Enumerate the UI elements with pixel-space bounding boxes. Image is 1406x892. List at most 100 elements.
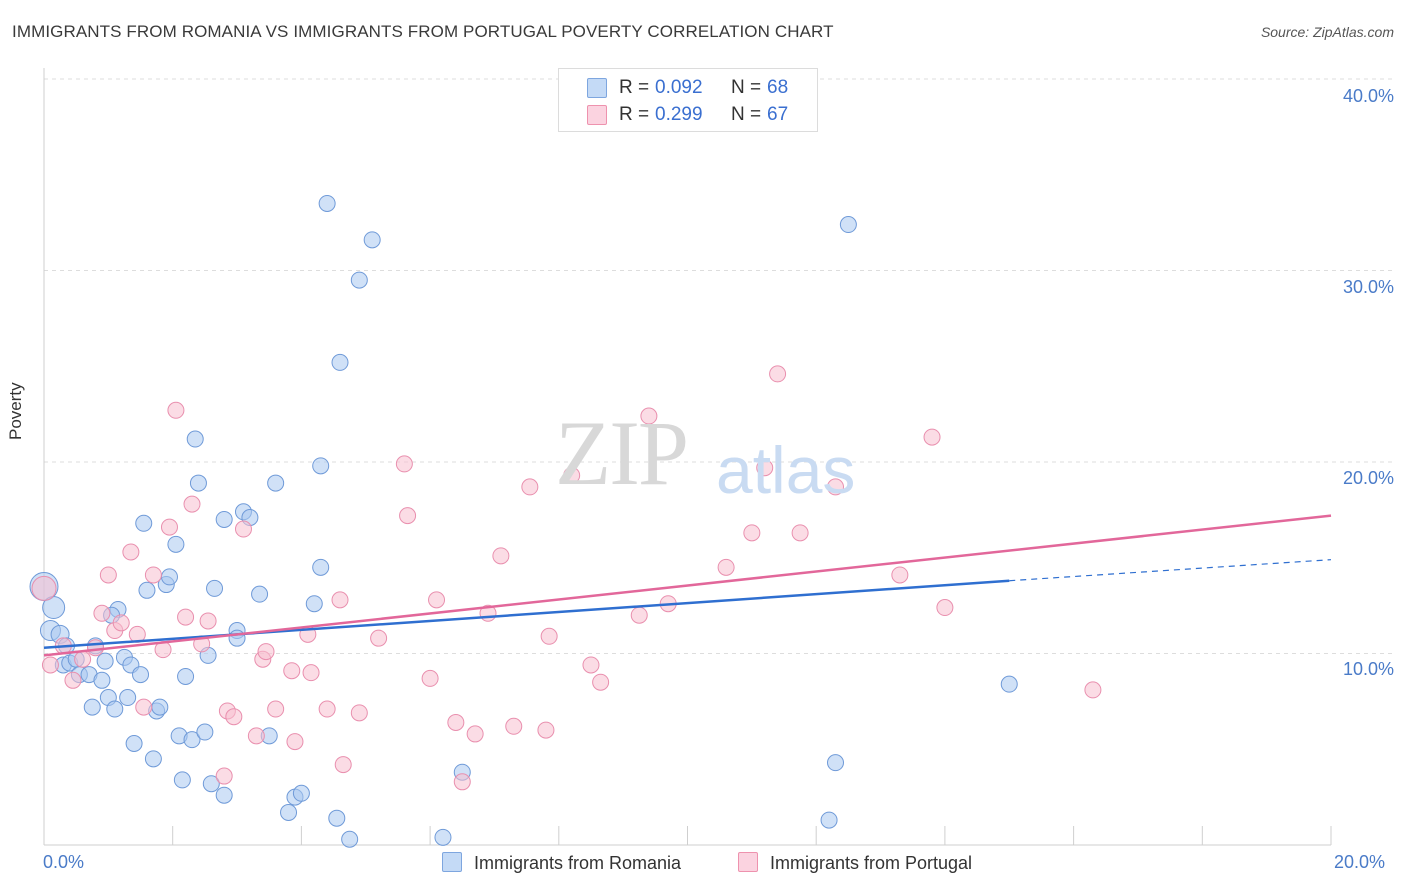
romania-point (135, 514, 153, 532)
portugal-point (466, 725, 484, 743)
portugal-point (267, 700, 285, 718)
legend-n-key: N = (731, 77, 762, 98)
romania-point (189, 474, 207, 492)
romania-point (196, 723, 214, 741)
romania-point (132, 666, 150, 684)
portugal-point (177, 608, 195, 626)
portugal-point (891, 566, 909, 584)
portugal-point (122, 543, 140, 561)
romania-trend-extension (1009, 559, 1332, 582)
portugal-point (540, 627, 558, 645)
romania-point (215, 510, 233, 528)
legend-r-key: R = (619, 104, 650, 125)
axes (43, 68, 1332, 846)
portugal-point (86, 639, 104, 657)
legend-r-value: 0.092 (655, 77, 703, 98)
portugal-point (135, 698, 153, 716)
portugal-point (199, 612, 217, 630)
portugal-point (630, 606, 648, 624)
portugal-point (791, 524, 809, 542)
portugal-point (421, 669, 439, 687)
romania-point (820, 811, 838, 829)
romania-point (318, 194, 336, 212)
portugal-point (74, 650, 92, 668)
portugal-point (225, 708, 243, 726)
portugal-point (247, 727, 265, 745)
portugal-point (1084, 681, 1102, 699)
portugal-point (183, 495, 201, 513)
bottom-legend-swatch-portugal (738, 852, 758, 872)
portugal-point (923, 428, 941, 446)
series-romania-points (29, 194, 1018, 848)
portugal-point (428, 591, 446, 609)
portugal-point (286, 733, 304, 751)
portugal-point (331, 591, 349, 609)
portugal-point (395, 455, 413, 473)
romania-point (42, 596, 66, 620)
romania-point (228, 629, 246, 647)
portugal-point (283, 662, 301, 680)
romania-point (312, 558, 330, 576)
bottom-legend-swatch-romania (442, 852, 462, 872)
romania-point (827, 754, 845, 772)
romania-trend-line (43, 579, 1010, 650)
portugal-point (334, 756, 352, 774)
portugal-point (453, 773, 471, 791)
legend-n-value: 68 (767, 77, 789, 98)
romania-point (251, 585, 269, 603)
chart-title: IMMIGRANTS FROM ROMANIA VS IMMIGRANTS FR… (12, 22, 834, 41)
portugal-point (447, 713, 465, 731)
portugal-point (492, 547, 510, 565)
portugal-point (370, 629, 388, 647)
romania-point (267, 474, 285, 492)
romania-point (106, 700, 124, 718)
romania-point (215, 786, 233, 804)
romania-point (173, 771, 191, 789)
legend-r-key: R = (619, 77, 650, 98)
portugal-point (563, 466, 581, 484)
source-label: Source: ZipAtlas.com (1260, 24, 1394, 40)
romania-point (177, 667, 195, 685)
portugal-point (167, 401, 185, 419)
romania-point (167, 535, 185, 553)
portugal-point (350, 704, 368, 722)
portugal-point (144, 566, 162, 584)
romania-point (312, 457, 330, 475)
bottom-legend-romania: Immigrants from Romania (442, 852, 681, 874)
romania-point (280, 803, 298, 821)
bottom-legend-portugal: Immigrants from Portugal (738, 852, 972, 874)
romania-point (363, 231, 381, 249)
portugal-point (717, 558, 735, 576)
portugal-point (827, 478, 845, 496)
portugal-point (505, 717, 523, 735)
watermark-atlas: atlas (716, 433, 856, 507)
romania-point (83, 698, 101, 716)
portugal-point (302, 664, 320, 682)
y-tick-label-40: 40.0% (1342, 86, 1394, 106)
legend-n-value: 67 (767, 104, 789, 125)
trend-lines (43, 514, 1332, 657)
y-tick-label-10: 10.0% (1342, 659, 1394, 679)
romania-point (119, 689, 137, 707)
romania-point (328, 809, 346, 827)
romania-point (1000, 675, 1018, 693)
bottom-legend-label-romania: Immigrants from Romania (474, 853, 682, 873)
romania-point (305, 595, 323, 613)
legend-r-value: 0.299 (655, 104, 703, 125)
portugal-point (234, 520, 252, 538)
romania-point (434, 828, 452, 846)
bottom-legend-label-portugal: Immigrants from Portugal (770, 853, 973, 873)
romania-point (350, 271, 368, 289)
romania-point (839, 216, 857, 234)
romania-point (331, 353, 349, 371)
portugal-point (743, 524, 761, 542)
romania-point (160, 568, 178, 586)
portugal-point (756, 459, 774, 477)
portugal-point (582, 656, 600, 674)
portugal-point (521, 478, 539, 496)
romania-point (183, 731, 201, 749)
y-axis-label: Poverty (6, 382, 25, 440)
portugal-point (318, 700, 336, 718)
portugal-point (41, 656, 59, 674)
y-tick-label-20: 20.0% (1342, 468, 1394, 488)
